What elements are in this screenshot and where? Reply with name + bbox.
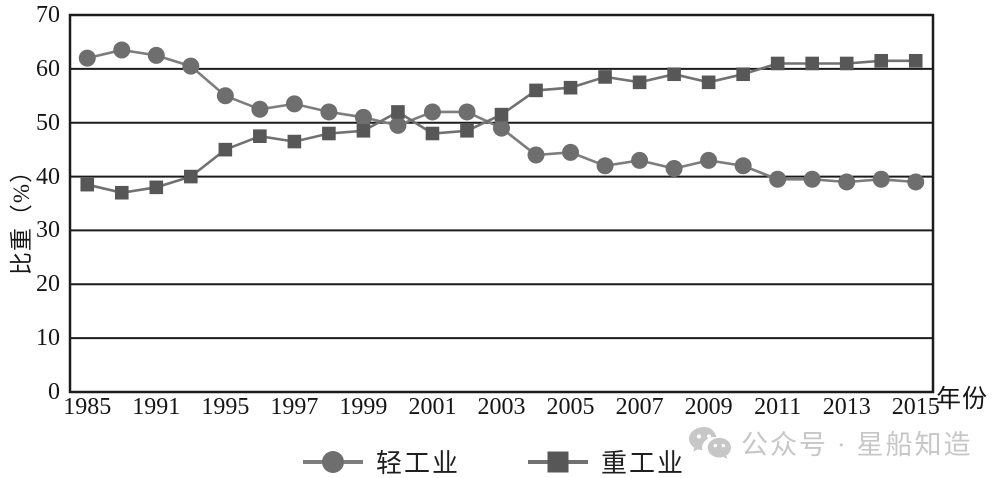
data-point-marker — [632, 75, 647, 90]
x-tick-label: 2011 — [754, 394, 802, 420]
data-point-marker — [667, 67, 681, 82]
data-point-marker — [596, 157, 614, 175]
data-point-marker — [838, 173, 856, 191]
x-tick-label: 2001 — [408, 394, 457, 420]
data-point-marker — [527, 146, 545, 164]
y-tick-label: 40 — [36, 163, 60, 190]
x-tick-label: 1991 — [132, 394, 181, 420]
data-point-marker — [458, 103, 476, 121]
watermark: 公众号 · 星船知造 — [688, 423, 973, 462]
x-tick-label: 2015 — [891, 394, 940, 420]
data-point-marker — [113, 41, 131, 59]
x-tick-label: 2003 — [477, 394, 526, 420]
circle-marker-icon — [303, 450, 363, 473]
legend-item-heavy-industry: 重工业 — [528, 443, 685, 478]
square-marker-icon — [528, 451, 589, 472]
data-point-marker — [494, 107, 509, 122]
data-point-marker — [80, 177, 95, 192]
data-point-marker — [769, 170, 787, 188]
y-tick-label: 30 — [36, 217, 60, 244]
data-point-marker — [529, 83, 543, 98]
data-point-marker — [874, 53, 889, 68]
legend-label-light-industry: 轻工业 — [376, 449, 461, 478]
x-tick-label: 2009 — [684, 394, 733, 420]
data-point-marker — [562, 143, 580, 161]
data-point-marker — [734, 157, 752, 175]
data-point-marker — [665, 159, 683, 177]
legend-item-light-industry: 轻工业 — [303, 443, 460, 478]
x-tick-label: 1995 — [201, 394, 250, 420]
data-point-marker — [218, 142, 233, 157]
data-point-marker — [114, 185, 129, 200]
data-point-marker — [147, 46, 165, 64]
x-tick-label: 1999 — [339, 394, 388, 420]
data-point-marker — [391, 105, 405, 119]
data-point-marker — [253, 129, 267, 143]
data-point-marker — [320, 103, 338, 121]
wechat-icon — [689, 426, 731, 459]
x-tick-label: 2013 — [822, 394, 871, 420]
data-point-marker — [287, 134, 302, 149]
data-point-marker — [354, 108, 372, 126]
data-point-marker — [251, 100, 269, 118]
data-point-marker — [872, 170, 890, 188]
x-tick-label: 2007 — [615, 394, 664, 420]
data-point-marker — [563, 80, 578, 95]
plot-border — [68, 13, 935, 394]
y-tick-label: 70 — [36, 2, 60, 28]
data-point-marker — [356, 123, 371, 138]
data-point-marker — [149, 180, 164, 195]
data-point-marker — [736, 67, 750, 82]
x-tick-label: 2005 — [546, 394, 595, 420]
y-axis-title: 比重（%） — [9, 158, 34, 276]
data-point-marker — [322, 126, 336, 141]
legend: 轻工业 重工业 — [303, 443, 685, 478]
legend-label-heavy-industry: 重工业 — [601, 449, 686, 478]
y-tick-label: 50 — [36, 109, 60, 136]
data-point-marker — [598, 70, 612, 84]
data-point-marker — [182, 57, 200, 75]
data-point-marker — [803, 170, 821, 188]
data-point-marker — [493, 119, 510, 137]
data-point-marker — [216, 87, 234, 105]
data-point-marker — [839, 56, 854, 71]
y-tick-label: 20 — [36, 271, 60, 298]
x-axis-title: 年份 — [936, 386, 989, 413]
data-point-marker — [389, 116, 407, 134]
data-point-marker — [700, 151, 718, 169]
data-point-marker — [423, 103, 441, 121]
data-point-marker — [908, 53, 923, 68]
data-point-marker — [701, 75, 716, 90]
y-tick-label: 10 — [36, 325, 60, 352]
x-tick-label: 1997 — [270, 394, 319, 420]
data-point-marker — [460, 123, 474, 138]
data-point-marker — [285, 95, 303, 113]
watermark-text: 公众号 · 星船知造 — [741, 430, 973, 460]
data-point-marker — [78, 49, 96, 67]
data-point-marker — [805, 56, 819, 71]
data-point-marker — [631, 151, 649, 169]
y-tick-label: 0 — [48, 379, 60, 405]
x-tick-label: 1985 — [63, 394, 112, 420]
data-point-marker — [907, 173, 925, 191]
data-point-marker — [184, 169, 198, 184]
data-point-marker — [770, 56, 785, 71]
data-point-marker — [425, 126, 440, 141]
y-tick-label: 60 — [36, 55, 60, 82]
